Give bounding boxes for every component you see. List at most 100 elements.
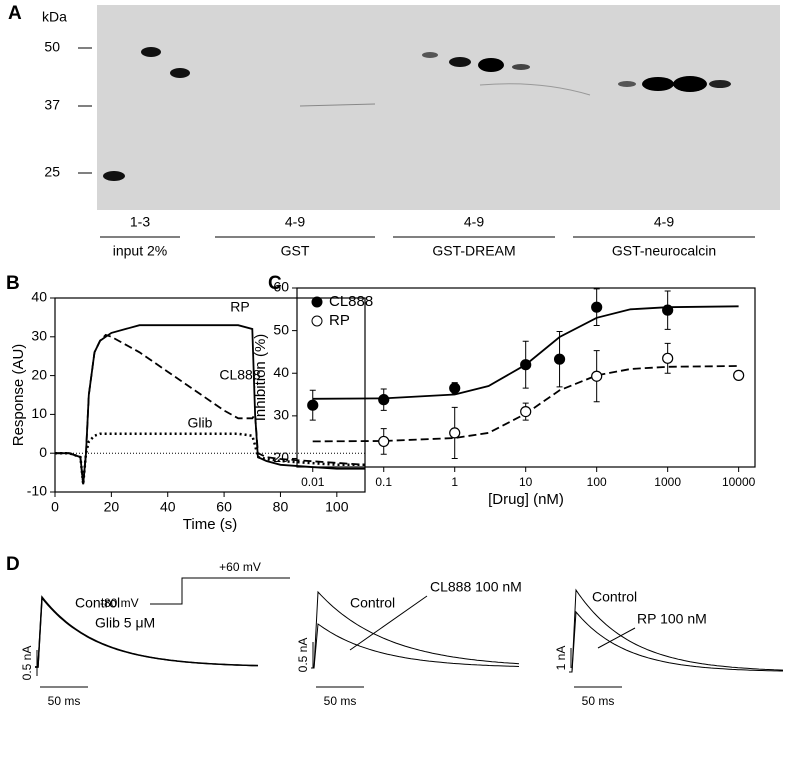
legend-marker: [311, 315, 323, 327]
band: [103, 171, 125, 181]
current-trace: [311, 623, 520, 669]
protocol-label: -80 mV: [100, 596, 139, 610]
traces: -80 mV +60 mV Control Glib 5 μM 0.5 nA 50 ms C…: [20, 560, 784, 708]
y-tick-label: 30: [31, 328, 47, 344]
trace-label: Glib 5 μM: [95, 615, 155, 631]
y-axis-label: Response (AU): [10, 344, 27, 447]
point: [307, 399, 319, 411]
trace-label: Control: [350, 595, 395, 611]
scale-current: 1 nA: [554, 646, 568, 671]
x-axis-label: Time (s): [183, 516, 237, 533]
point: [553, 353, 566, 365]
y-tick-label: 0: [39, 444, 47, 460]
plot-frame: [54, 297, 366, 493]
series-label: CL888: [219, 367, 260, 383]
leader-line: [349, 595, 428, 651]
series-line: [55, 324, 365, 485]
marker-label: 37: [44, 97, 60, 113]
scale-time: 50 ms: [582, 694, 615, 708]
panel-label: D: [6, 554, 20, 575]
point: [449, 427, 461, 439]
current-trace: [569, 610, 783, 673]
marker-label: 50: [44, 39, 60, 55]
point: [378, 435, 390, 448]
x-tick-label: 0.1: [375, 475, 392, 489]
leader-line: [597, 627, 636, 649]
lane-label: GST-neurocalcin: [612, 243, 716, 259]
y-tick-label: 10: [31, 405, 47, 421]
x-tick-label: 100: [587, 475, 607, 489]
x-tick-label: 100: [325, 499, 349, 515]
current-trace: [35, 596, 258, 668]
scale-current: 0.5 nA: [296, 638, 310, 673]
lane-label: input 2%: [113, 243, 167, 259]
lane-range: 1-3: [130, 214, 150, 230]
series-line: [55, 333, 366, 485]
lane-range: 4-9: [654, 214, 674, 230]
band: [422, 52, 438, 58]
trace-label: CL888 100 nM: [430, 579, 522, 595]
legend-label: CL888: [329, 293, 373, 310]
band: [512, 64, 530, 70]
x-tick-label: 1000: [654, 475, 681, 489]
y-tick-label: 20: [31, 366, 47, 382]
panel-label: A: [8, 3, 22, 24]
lane-range: 4-9: [285, 214, 305, 230]
blot-membrane: [97, 5, 780, 210]
band: [618, 81, 636, 87]
marker-label: 25: [44, 164, 60, 180]
legend-marker: [311, 296, 323, 308]
panel-label: B: [6, 273, 20, 294]
series-line: [312, 365, 739, 443]
x-tick-label: 20: [104, 499, 120, 515]
x-tick-label: 1: [451, 475, 458, 489]
y-tick-label: 50: [273, 321, 289, 337]
series-line: [312, 305, 739, 400]
blot: kDa 50 37 25: [42, 5, 780, 210]
band: [673, 76, 707, 92]
x-tick-label: 80: [273, 499, 289, 515]
y-tick-label: -10: [27, 483, 47, 499]
protocol-label: +60 mV: [219, 560, 261, 574]
blot-unit: kDa: [42, 9, 67, 25]
y-tick-label: 40: [273, 364, 289, 380]
point: [520, 405, 532, 418]
point: [591, 301, 603, 313]
x-tick-label: 10: [519, 475, 533, 489]
artifact: [479, 83, 591, 96]
x-tick-label: 0.01: [301, 475, 325, 489]
scale-current: 0.5 nA: [20, 646, 34, 681]
current-trace: [569, 588, 784, 673]
band: [170, 68, 190, 78]
point: [662, 304, 674, 316]
trace-label: Control: [592, 589, 637, 605]
x-axis-label: [Drug] (nM): [488, 491, 564, 508]
protocol-line: [150, 577, 290, 605]
y-tick-label: 60: [273, 279, 289, 295]
y-axis-label: Inhibition (%): [252, 334, 269, 422]
scale-time: 50 ms: [324, 694, 357, 708]
band: [642, 77, 674, 91]
band: [478, 58, 504, 72]
trace-label: RP 100 nM: [637, 611, 707, 627]
x-tick-label: 0: [51, 499, 59, 515]
x-tick-label: 10000: [722, 475, 756, 489]
point: [520, 359, 532, 371]
y-tick-label: 30: [273, 407, 289, 423]
point: [662, 352, 674, 364]
legend-label: RP: [329, 312, 350, 329]
y-tick-label: 40: [31, 289, 47, 305]
point: [591, 370, 603, 382]
series-label: RP: [230, 299, 249, 315]
point: [449, 382, 461, 394]
band: [449, 57, 471, 67]
point: [378, 394, 390, 406]
artifact: [299, 103, 376, 107]
x-tick-label: 40: [160, 499, 176, 515]
series-label: Glib: [188, 415, 213, 431]
trace-label: Control: [75, 595, 120, 611]
band: [709, 80, 731, 88]
panel-label: C: [268, 273, 282, 294]
scale-time: 50 ms: [48, 694, 81, 708]
